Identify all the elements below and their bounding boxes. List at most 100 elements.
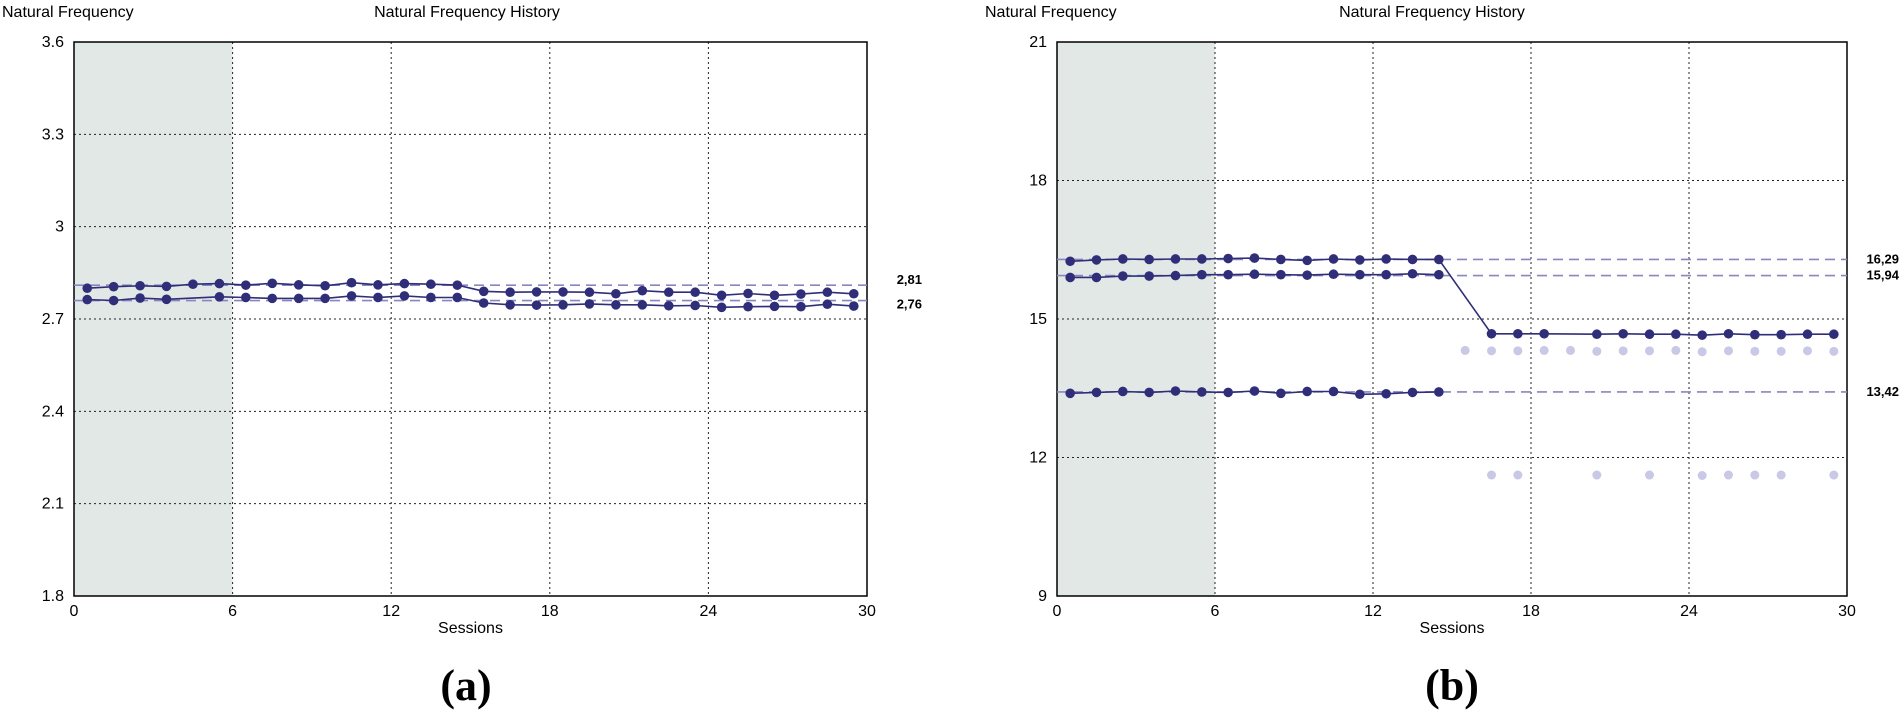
data-point [822,287,833,298]
chart-panel-b: 16,29 15,94 13,42 9 12 15 18 21 0 6 12 18 24 30 Natura… [985,4,1900,710]
x-tick-label: 0 [70,603,79,620]
data-point [584,287,595,298]
data-point [1223,253,1233,264]
data-point-light [1487,470,1496,480]
data-series-3 [1065,386,1444,400]
x-axis-label: Sessions [438,620,503,637]
baseline-shaded-region [1057,42,1215,596]
data-point [267,278,278,289]
data-point [1328,254,1339,264]
data-point [637,285,648,296]
data-point [637,300,648,310]
chart-title: Natural Frequency History [1339,4,1525,21]
data-series-1 [82,277,859,301]
data-point [584,299,595,309]
y-tick-label: 3.6 [42,34,64,51]
data-point [1276,254,1286,265]
data-point [1381,269,1391,280]
data-point [663,287,674,298]
data-point [478,286,489,297]
data-point [848,288,859,299]
data-point-light [1513,470,1523,480]
data-point-light [1645,470,1654,480]
data-point-light [1829,470,1839,480]
data-point [1355,269,1365,280]
data-point [1144,254,1154,265]
data-point-light [1724,470,1733,480]
data-point [82,283,93,294]
data-point-light [1539,345,1549,355]
panel-caption: (a) [440,661,491,710]
data-point [1118,386,1128,397]
data-point [743,301,753,312]
plot-frame [73,41,868,597]
data-point-light [1750,470,1760,480]
data-point [1407,387,1418,398]
data-point [1170,270,1181,281]
data-point [241,280,251,290]
data-point [1065,256,1075,267]
data-point [1276,388,1286,399]
data-point [769,290,780,301]
data-point [1539,328,1549,339]
data-point [1328,269,1339,280]
data-point [399,291,410,301]
panel-caption: (b) [1425,661,1479,710]
data-point [161,294,172,305]
x-tick-label: 6 [1211,603,1220,620]
data-point [399,278,410,289]
data-point [505,287,515,298]
data-point [1750,329,1760,340]
data-point [293,293,304,304]
data-point [1223,387,1233,398]
y-tick-label: 9 [1038,588,1047,605]
data-point [478,298,489,308]
data-point [663,300,674,311]
data-point-light [1724,346,1733,356]
y-tick-label: 2.1 [42,496,64,513]
data-point-light [1618,346,1628,356]
x-tick-label: 12 [1364,603,1382,620]
data-point-light [1592,470,1602,480]
x-tick-label: 6 [228,603,237,620]
data-point [1671,329,1681,340]
x-tick-label: 24 [1680,603,1698,620]
data-point-light [1776,346,1786,356]
data-point [558,300,568,310]
data-point [108,295,119,306]
data-point [1381,254,1391,264]
data-point [1302,386,1312,397]
data-point [426,292,436,303]
data-point [373,292,383,303]
data-point [1302,255,1312,266]
data-point [1249,269,1260,280]
y-tick-label: 2.7 [42,311,64,328]
x-tick-label: 24 [700,603,718,620]
data-point [1723,328,1734,339]
y-tick-label: 18 [1029,173,1047,190]
data-point [1407,254,1418,265]
y-axis-label: Natural Frequency [985,4,1117,21]
data-point [426,279,436,290]
reference-line-label: 13,42 [1866,384,1899,399]
data-point [1829,329,1839,340]
data-series-2 [82,291,859,313]
data-point [1144,271,1154,281]
data-point [716,290,727,301]
data-point [1802,329,1813,340]
y-axis-label: Natural Frequency [2,4,134,21]
data-point [1223,269,1233,280]
data-point-light [1487,346,1496,356]
data-point [611,300,621,310]
data-point [1407,268,1418,279]
data-point [214,292,225,302]
data-point [716,302,727,313]
data-point-light [1671,345,1681,355]
series-line [1070,257,1834,337]
data-point [1276,269,1286,280]
data-point-light [1513,346,1523,356]
data-point [558,287,568,297]
data-point [346,277,357,288]
data-point-light [1750,346,1760,356]
